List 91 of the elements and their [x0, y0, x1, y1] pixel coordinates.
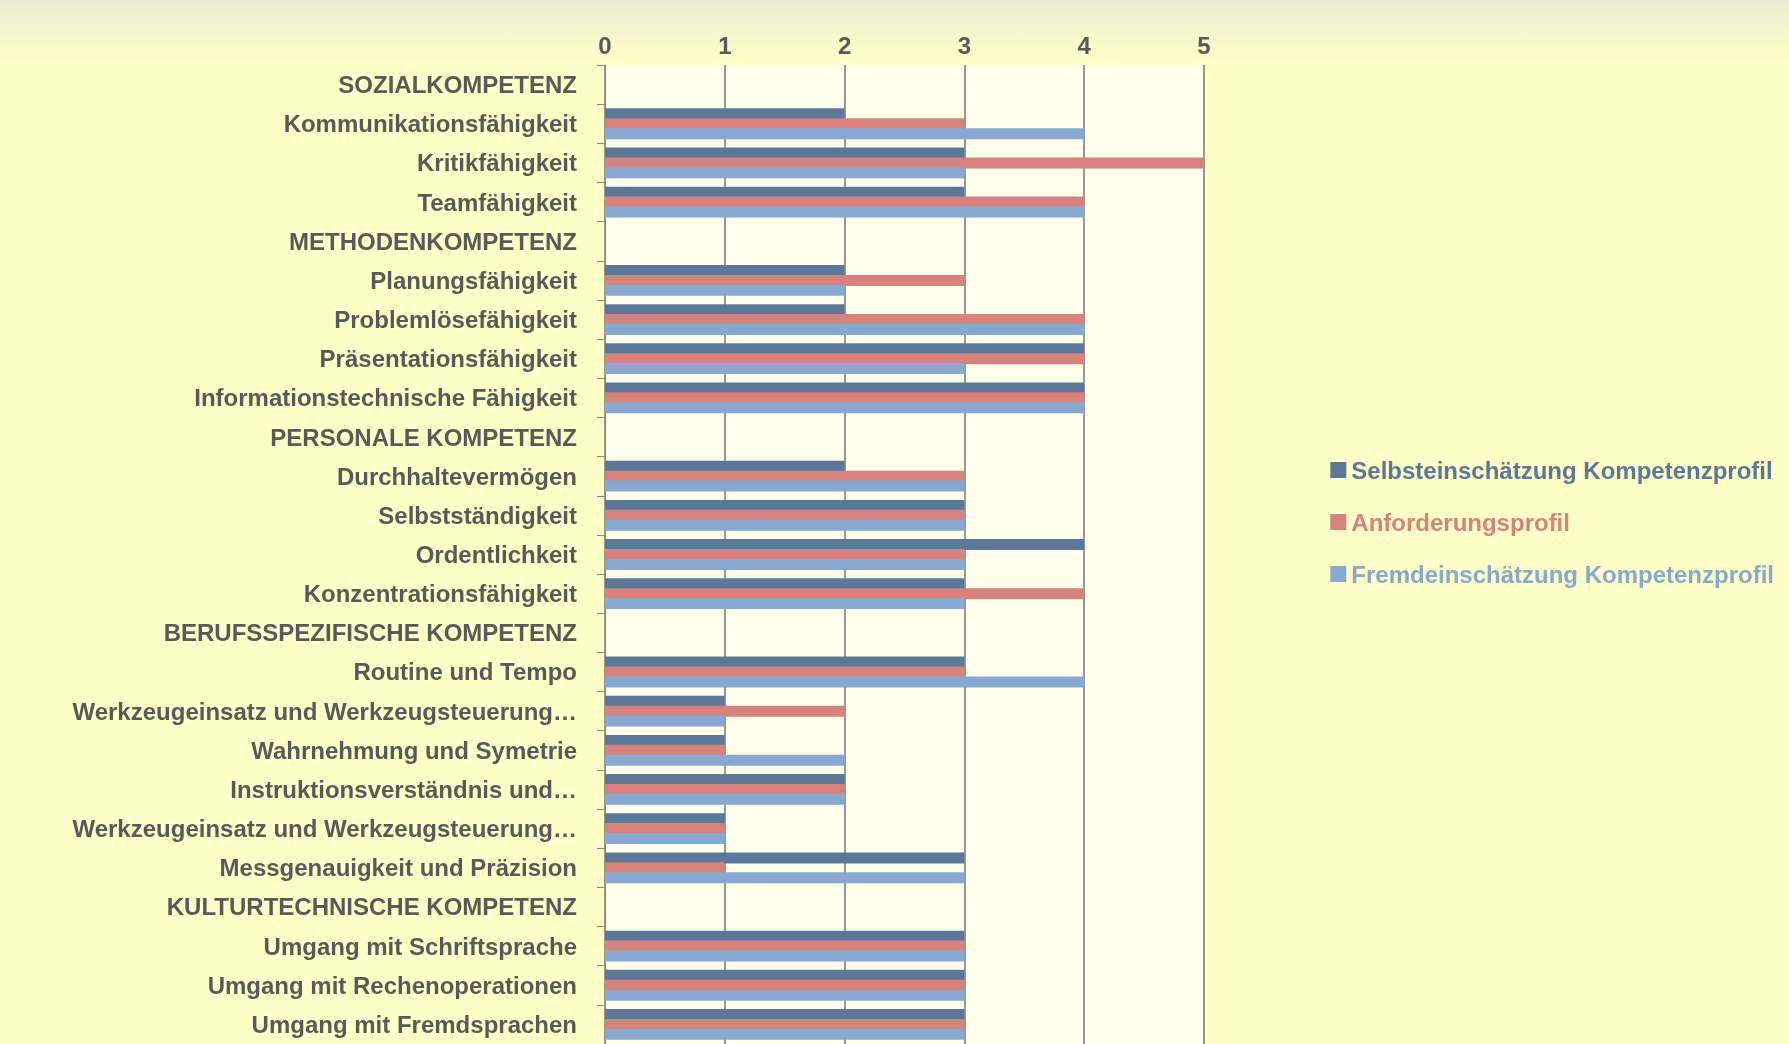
bar — [605, 108, 845, 120]
x-tick-label: 5 — [1197, 31, 1211, 59]
y-tick-label: Messgenauigkeit und Präzision — [219, 854, 577, 882]
bar — [605, 823, 725, 835]
bar — [605, 666, 965, 678]
x-tick-label: 3 — [957, 31, 972, 59]
bar — [605, 382, 1085, 394]
bar — [605, 186, 965, 198]
bar — [605, 343, 1085, 355]
bar — [605, 1018, 965, 1030]
y-tick-label: PERSONALE KOMPETENZ — [270, 423, 577, 451]
y-tick-label: METHODENKOMPETENZ — [289, 227, 577, 255]
bar — [605, 715, 725, 727]
y-tick-label: Umgang mit Schriftsprache — [263, 932, 577, 960]
y-tick-label: Ordentlichkeit — [415, 541, 577, 568]
bar — [605, 499, 965, 511]
y-tick-label: Kritikfähigkeit — [416, 149, 578, 177]
x-tick-label: 4 — [1077, 31, 1092, 59]
y-tick-label: Umgang mit Rechenoperationen — [207, 971, 577, 999]
bar — [605, 402, 1085, 414]
bar — [605, 549, 965, 560]
bar — [605, 274, 965, 286]
y-tick-label: Umgang mit Fremdsprachen — [251, 1010, 577, 1038]
y-tick-label: Informationstechnische Fähigkeit — [194, 384, 578, 412]
x-tick-label: 1 — [718, 31, 732, 59]
bar — [605, 167, 965, 179]
y-tick-label: Kommunikationsfähigkeit — [283, 110, 577, 138]
bar — [605, 323, 1085, 335]
y-tick-label: Durchhaltevermögen — [336, 462, 577, 490]
bar — [605, 519, 965, 531]
bar — [605, 989, 965, 1001]
bar — [605, 1028, 965, 1040]
legend-label: Selbsteinschätzung Kompetenzprofil — [1351, 456, 1773, 484]
bar — [605, 539, 1085, 551]
y-tick-label: Werkzeugeinsatz und Werkzeugsteuerung… — [72, 815, 577, 843]
legend-label: Fremdeinschätzung Kompetenzprofil — [1351, 560, 1775, 588]
bar — [605, 314, 1085, 326]
bar — [605, 118, 965, 130]
bar — [605, 676, 1085, 688]
y-tick-label: Werkzeugeinsatz und Werkzeugsteuerung… — [72, 697, 577, 725]
x-tick-label: 2 — [837, 31, 852, 59]
bar — [605, 940, 965, 952]
bar — [605, 979, 965, 991]
x-tick-label: 0 — [598, 31, 612, 59]
bar — [605, 930, 965, 942]
y-tick-label: Routine und Tempo — [353, 658, 577, 686]
bar — [605, 588, 1085, 600]
bar — [605, 734, 725, 746]
bar — [605, 304, 845, 316]
bar — [605, 480, 965, 492]
y-tick-label: Präsentationsfähigkeit — [319, 345, 577, 373]
bar — [605, 353, 1085, 365]
bar — [605, 363, 965, 375]
y-tick-label: Teamfähigkeit — [417, 188, 577, 216]
bar — [605, 969, 965, 981]
bar — [605, 872, 965, 884]
y-tick-label: Konzentrationsfähigkeit — [303, 580, 577, 608]
y-tick-label: Selbstständigkeit — [378, 501, 577, 529]
bar — [605, 598, 965, 610]
bar — [605, 744, 725, 756]
bar — [605, 206, 1085, 218]
bar — [605, 284, 845, 296]
bar — [605, 1009, 965, 1021]
bar — [605, 754, 845, 766]
y-tick-label: SOZIALKOMPETENZ — [338, 71, 577, 99]
bar — [605, 128, 1085, 140]
bar — [605, 470, 965, 482]
bar — [605, 774, 845, 786]
y-tick-label: BERUFSSPEZIFISCHE KOMPETENZ — [163, 619, 577, 647]
bar — [605, 392, 1085, 404]
y-tick-label: Problemlösefähigkeit — [334, 306, 577, 334]
bar — [605, 264, 845, 276]
bar — [605, 460, 845, 472]
bar — [605, 578, 965, 590]
y-tick-label: Planungsfähigkeit — [370, 266, 577, 294]
bar — [605, 852, 965, 864]
bar — [605, 509, 965, 521]
y-tick-label: Instruktionsverständnis und… — [230, 775, 577, 803]
bar — [605, 793, 845, 805]
bar — [605, 862, 725, 874]
y-tick-label: KULTURTECHNISCHE KOMPETENZ — [166, 893, 577, 921]
y-tick-label: Wahrnehmung und Symetrie — [251, 736, 577, 764]
bar — [605, 157, 1204, 169]
bar — [605, 695, 725, 707]
bar — [605, 950, 965, 962]
legend-label: Anforderungsprofil — [1351, 508, 1570, 536]
bar — [605, 783, 845, 795]
bar — [605, 833, 725, 845]
bar — [605, 558, 965, 570]
bar — [605, 813, 725, 825]
bar — [605, 705, 845, 717]
